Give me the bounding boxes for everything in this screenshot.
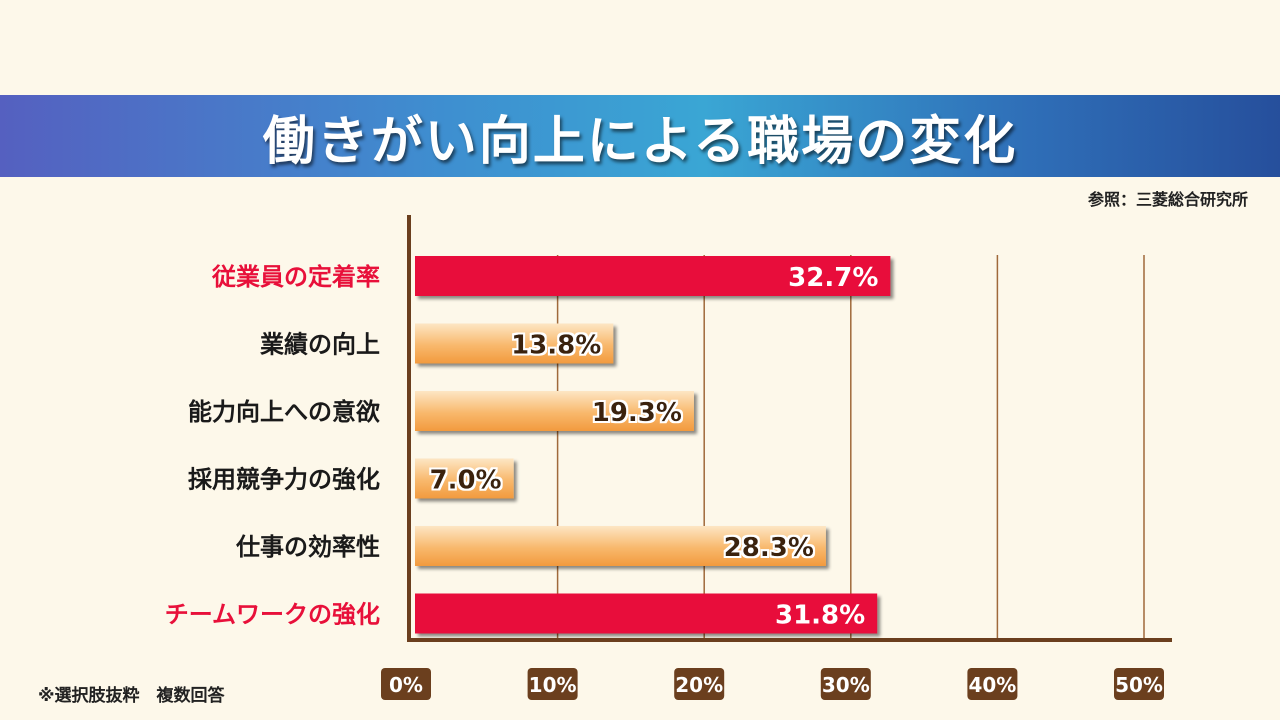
x-ticks: 0% 10% 20% 30% 40% 50% xyxy=(381,668,1164,700)
bar xyxy=(415,391,694,431)
category-label: チームワークの強化 xyxy=(165,601,380,629)
tick-label: 30% xyxy=(822,673,870,697)
bar xyxy=(415,323,614,364)
source-note: 参照：三菱総合研究所 xyxy=(1087,190,1248,209)
tick-label: 40% xyxy=(968,673,1016,697)
category-label: 能力向上への意欲 xyxy=(188,398,380,426)
tick-label: 10% xyxy=(529,673,577,697)
tick-badge xyxy=(1114,668,1164,700)
title-banner: 働きがい向上による職場の変化 xyxy=(0,95,1280,177)
tick-badge xyxy=(820,668,871,700)
bar xyxy=(415,593,878,634)
tick-label: 50% xyxy=(1115,673,1163,697)
value-label: 32.7% xyxy=(788,263,878,293)
tick-badge xyxy=(527,668,578,700)
page-title: 働きがい向上による職場の変化 xyxy=(262,111,1018,172)
tick-label: 0% xyxy=(389,673,423,697)
bar xyxy=(415,458,514,499)
bars xyxy=(415,256,891,634)
axes xyxy=(407,215,1172,642)
value-label: 31.8% xyxy=(775,601,865,631)
labels: 従業員の定着率 32.7% 業績の向上 13.8% 能力向上への意欲 19.3% 採用競争力… xyxy=(165,263,879,631)
tick-label: 20% xyxy=(675,673,723,697)
footnote: ※選択肢抜粋 複数回答 xyxy=(38,686,225,706)
tick-badge xyxy=(674,668,725,700)
category-label: 従業員の定着率 xyxy=(211,263,380,291)
category-label: 仕事の効率性 xyxy=(235,533,380,561)
category-label: 採用競争力の強化 xyxy=(188,466,380,494)
bar xyxy=(415,526,826,566)
tick-badge xyxy=(967,668,1018,700)
value-label: 13.8% xyxy=(511,331,601,361)
value-label: 19.3% xyxy=(592,398,682,428)
value-label: 28.3% xyxy=(724,533,814,563)
bar xyxy=(415,256,891,296)
grid-lines xyxy=(556,255,1145,640)
category-label: 業績の向上 xyxy=(260,331,380,359)
tick-badge xyxy=(381,668,431,700)
value-label: 7.0% xyxy=(430,466,502,496)
